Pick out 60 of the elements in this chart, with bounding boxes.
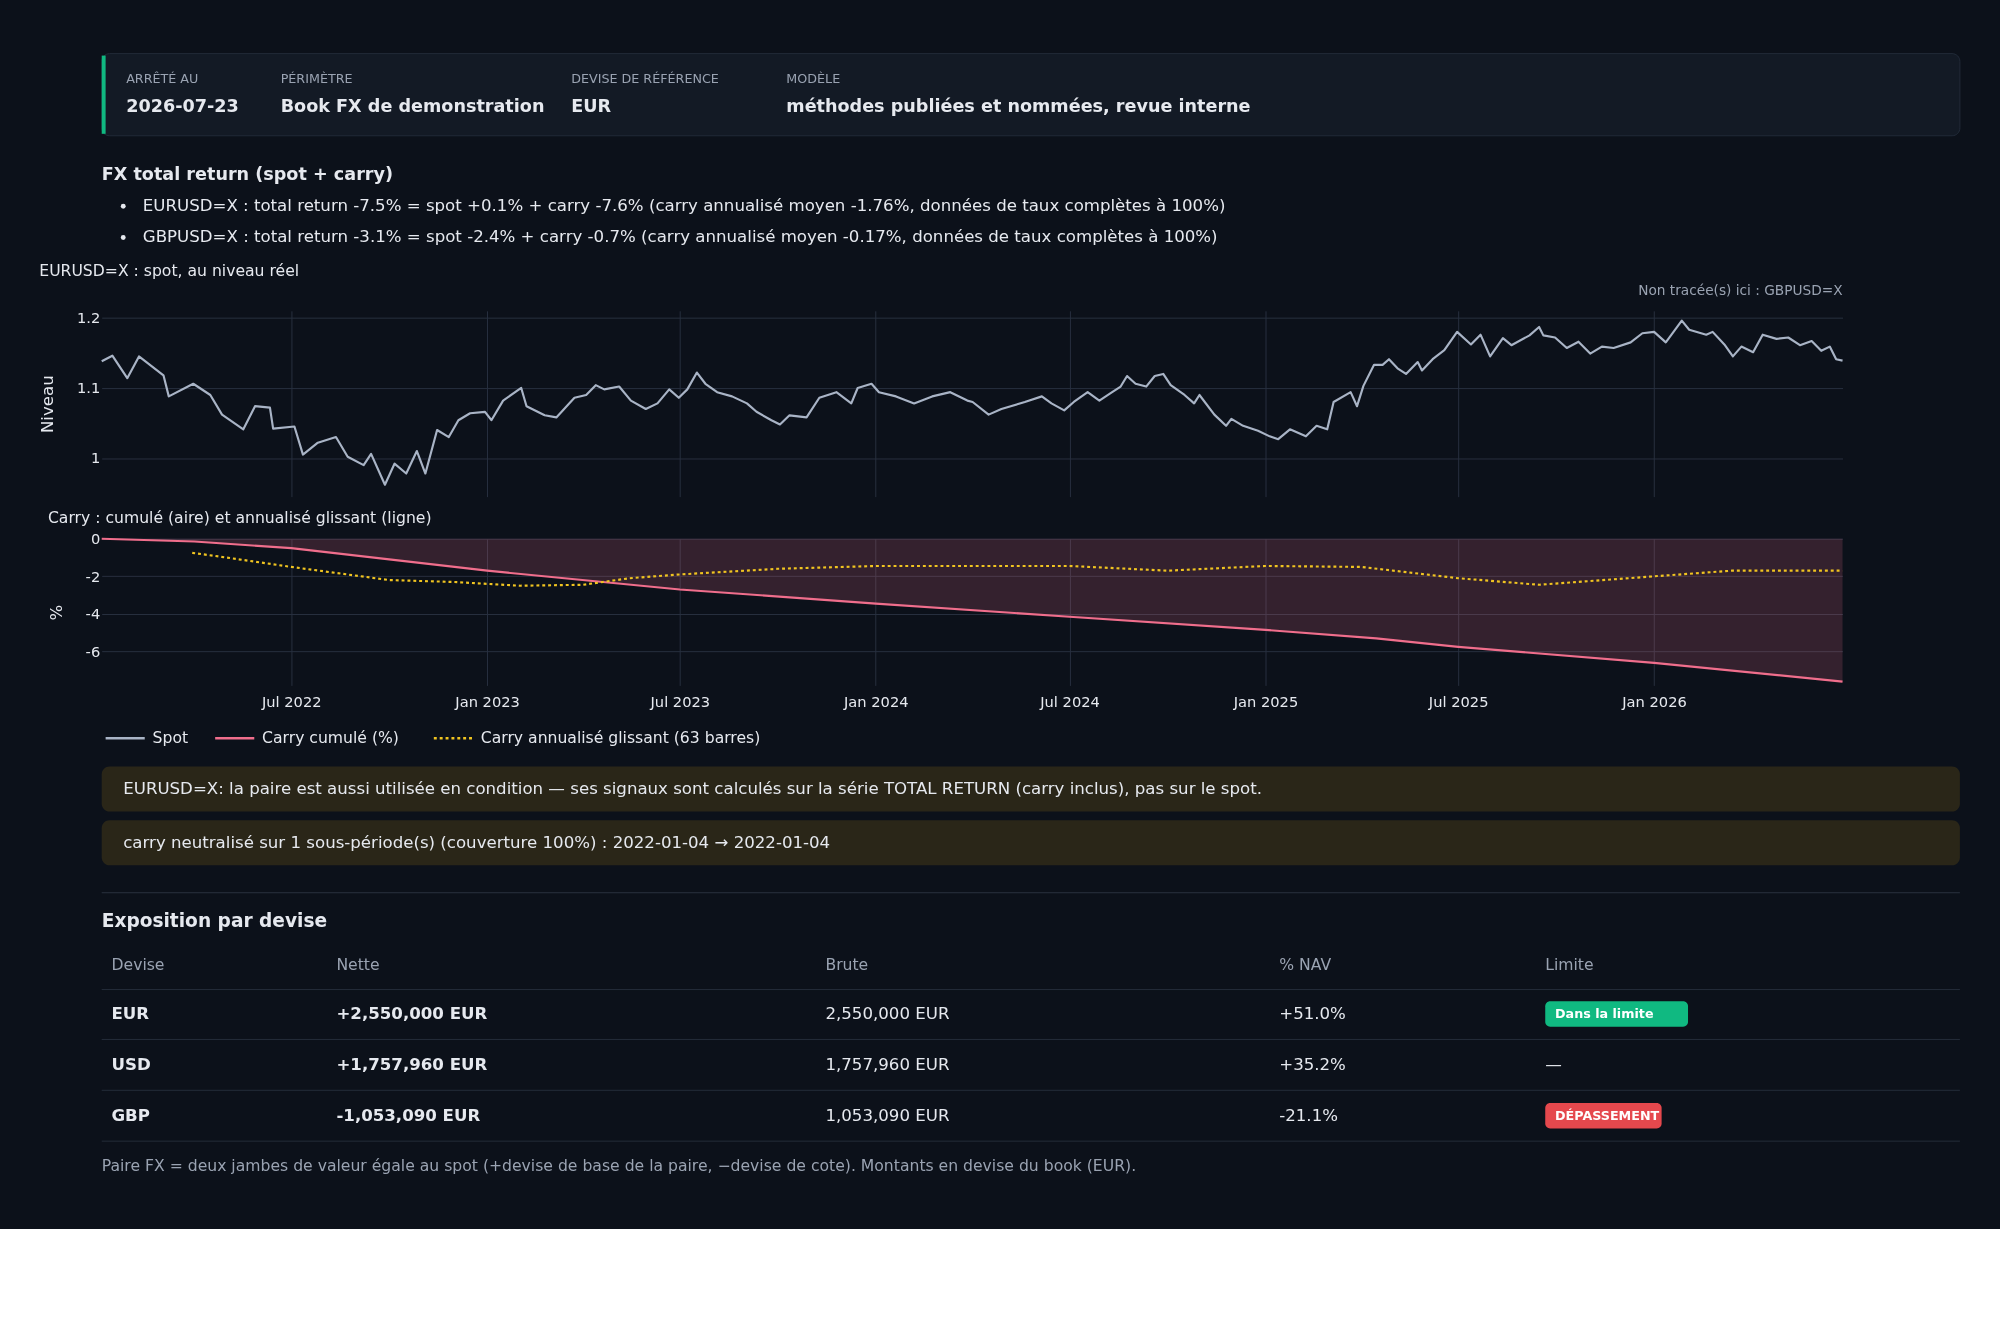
text: 1,757,960 EUR [825, 1054, 950, 1074]
category-label: GBP [111, 1105, 150, 1125]
text: EUR [571, 96, 612, 117]
line-series [100, 319, 1844, 486]
text: Dans la limite [1555, 1005, 1654, 1021]
text: +35.2% [1279, 1054, 1346, 1074]
x-tick-label: Jul 2025 [1427, 693, 1489, 711]
x-tick-label: Jul 2023 [649, 693, 711, 711]
text: -1,053,090 EUR [336, 1105, 481, 1125]
text: 2026-07-23 [126, 96, 239, 117]
text: -21.1% [1279, 1105, 1338, 1125]
category-label: MODÈLE [786, 70, 841, 86]
category-label: PÉRIMÈTRE [280, 70, 353, 86]
x-tick-label: Jul 2024 [1039, 693, 1100, 711]
text: FX total return (spot + carry) [101, 163, 393, 184]
text: DÉPASSEMENT [1555, 1107, 1660, 1123]
text: GBPUSD=X : total return -3.1% = spot -2.4% + carry -0.7% (carry annualisé moyen -0.17%, données de taux complètes à 100%) [142, 227, 1218, 247]
line-series [191, 551, 1844, 587]
category-label: ARRÊTÉ AU [126, 70, 199, 86]
category-label: EUR [111, 1003, 150, 1023]
y-axis-title: Niveau [38, 375, 58, 434]
category-label: Nette [336, 955, 380, 974]
chart-title: Carry : cumulé (aire) et annualisé glissant (ligne) [47, 508, 432, 528]
category-label: Brute [825, 955, 869, 974]
category-label: DEVISE DE RÉFÉRENCE [571, 70, 719, 86]
text: Exposition par devise [101, 909, 328, 931]
text: +51.0% [1279, 1003, 1346, 1023]
x-tick-label: Jan 2025 [1232, 693, 1299, 711]
y-tick-label: 1 [90, 449, 101, 467]
x-tick-label: Jan 2023 [454, 693, 520, 711]
text: méthodes publiées et nommées, revue interne [786, 96, 1251, 117]
text: +2,550,000 EUR [336, 1003, 488, 1023]
y-tick-label: 1.1 [76, 379, 101, 397]
chart-title: EURUSD=X : spot, au niveau réel [39, 260, 300, 280]
y-tick-label: 0 [90, 530, 101, 548]
y-tick-label: -4 [85, 605, 101, 623]
x-tick-label: Jan 2026 [1621, 693, 1687, 711]
x-tick-label: Jan 2024 [842, 693, 909, 711]
y-tick-label: 1.2 [76, 309, 101, 327]
text: +1,757,960 EUR [336, 1054, 488, 1074]
text: carry neutralisé sur 1 sous-période(s) (couverture 100%) : 2022-01-04 → 2022-01-04 [123, 832, 831, 852]
text: — [1545, 1054, 1562, 1074]
text: Paire FX = deux jambes de valeur égale au spot (+devise de base de la paire, −devise de cote). Montants en devise du book (EUR). [101, 1156, 1137, 1176]
text: 1,053,090 EUR [825, 1105, 950, 1125]
text: EURUSD=X : total return -7.5% = spot +0.1% + carry -7.6% (carry annualisé moyen -1.76%, données de taux complètes à 100%) [142, 196, 1226, 216]
text: EURUSD=X: la paire est aussi utilisée en condition — ses signaux sont calculés sur la série TOTAL RETURN (carry inclus), pas sur le spot. [123, 778, 1263, 798]
category-label: % NAV [1279, 955, 1332, 974]
x-tick-label: Jul 2022 [260, 693, 322, 711]
legend-label: Spot [152, 728, 189, 748]
text: Book FX de demonstration [280, 96, 545, 117]
text: Non tracée(s) ici : GBPUSD=X [1638, 282, 1843, 299]
category-label: USD [111, 1054, 151, 1074]
y-tick-label: -6 [85, 642, 101, 660]
legend-label: Carry cumulé (%) [262, 728, 399, 748]
category-label: Devise [111, 955, 165, 974]
text: 2,550,000 EUR [825, 1003, 950, 1023]
legend-label: Carry annualisé glissant (63 barres) [480, 728, 761, 748]
category-label: Limite [1545, 955, 1594, 974]
y-axis-title: % [47, 604, 67, 621]
y-tick-label: -2 [85, 567, 101, 585]
